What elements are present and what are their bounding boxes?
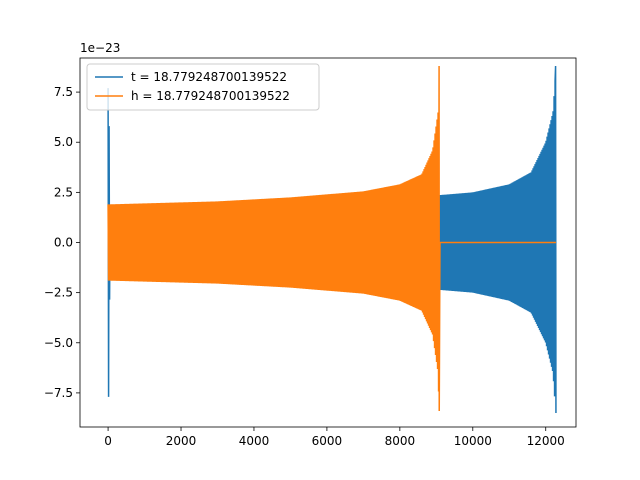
y-tick-label: 0.0 <box>54 236 73 250</box>
y-tick-label: 7.5 <box>54 85 73 99</box>
x-tick-label: 2000 <box>166 434 197 448</box>
y-tick-label: −5.0 <box>44 336 73 350</box>
x-tick-label: 12000 <box>527 434 565 448</box>
legend-label-t: t = 18.779248700139522 <box>131 70 287 84</box>
x-tick-label: 8000 <box>385 434 416 448</box>
legend-box <box>86 63 320 111</box>
x-tick-label: 4000 <box>239 434 270 448</box>
y-tick-label: 5.0 <box>54 135 73 149</box>
plot-area <box>107 65 557 413</box>
x-tick-label: 0 <box>104 434 112 448</box>
series-line-h <box>107 66 556 411</box>
x-tick-label: 6000 <box>312 434 343 448</box>
legend-label-h: h = 18.779248700139522 <box>131 89 290 103</box>
y-tick-label: −2.5 <box>44 286 73 300</box>
y-offset-label: 1e−23 <box>80 41 120 55</box>
axes: 0 2000 4000 6000 8000 10000 12000 −7.5 −5.0 −2.5 0… <box>44 57 577 448</box>
y-tick-label: 2.5 <box>54 185 73 199</box>
x-tick-label: 10000 <box>454 434 492 448</box>
y-tick-label: −7.5 <box>44 386 73 400</box>
legend: t = 18.779248700139522 h = 18.77924870013… <box>86 63 320 111</box>
